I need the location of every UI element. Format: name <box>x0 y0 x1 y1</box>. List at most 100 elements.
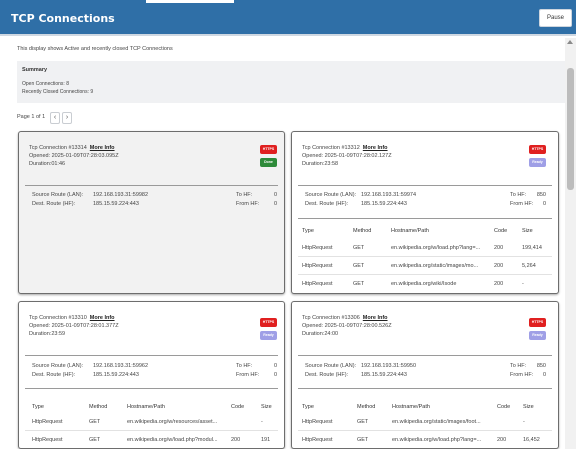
summary-box: Summary Open Connections: 8 Recently Clo… <box>17 61 565 103</box>
row-code: 200 <box>494 281 504 287</box>
scroll-up-arrow-icon[interactable] <box>567 40 573 44</box>
source-route-value: 192.168.193.31:59950 <box>361 363 417 369</box>
source-route-label: Source Route (LAN): <box>32 363 84 369</box>
from-hf-label: From HF: <box>236 201 260 207</box>
row-size: 191 <box>261 437 271 443</box>
to-hf-label: To HF: <box>236 363 253 369</box>
row-path[interactable]: en.wikipedia.org/w/load.php?lang=... <box>392 437 482 443</box>
row-size: - <box>523 419 525 425</box>
prev-page-button[interactable]: ‹ <box>50 112 60 124</box>
source-route-label: Source Route (LAN): <box>305 363 357 369</box>
connection-id: Tcp Connection #13314 <box>29 145 87 151</box>
opened-time: Opened: 2025-01-09T07:28:01.377Z <box>29 323 119 329</box>
opened-time: Opened: 2025-01-09T07:28:00.526Z <box>302 323 392 329</box>
from-hf-value: 0 <box>542 201 546 207</box>
opened-time: Opened: 2025-01-09T07:28:03.095Z <box>29 153 119 159</box>
connection-title: Tcp Connection #13310 More Info <box>29 315 115 321</box>
source-route-value: 192.168.193.31:59974 <box>361 192 417 198</box>
column-header-method: Method <box>357 404 376 410</box>
status-badge: Ready <box>529 158 546 167</box>
row-size: - <box>261 419 263 425</box>
connection-card[interactable]: Tcp Connection #13314 More Info Opened: 2… <box>18 131 285 294</box>
row-path[interactable]: en.wikipedia.org/wiki/Isode <box>391 281 457 287</box>
dest-route-label: Dest. Route (HF): <box>305 372 349 378</box>
divider <box>298 388 552 389</box>
source-route-value: 192.168.193.31:59982 <box>93 192 149 198</box>
scrollbar-thumb[interactable] <box>567 68 574 190</box>
divider <box>25 388 278 389</box>
more-info-link[interactable]: More Info <box>89 145 115 151</box>
closed-connections-count: Recently Closed Connections: 9 <box>22 89 94 95</box>
duration: Duration:23:59 <box>29 331 66 337</box>
row-size: 5,264 <box>522 263 536 269</box>
dest-route-label: Dest. Route (HF): <box>32 372 76 378</box>
next-page-button[interactable]: › <box>62 112 72 124</box>
row-method: GET <box>353 245 365 251</box>
row-size: - <box>522 281 524 287</box>
pause-button[interactable]: Pause <box>539 9 572 27</box>
status-badge: Done <box>260 158 277 167</box>
connection-id: Tcp Connection #13306 <box>302 315 360 321</box>
dest-route-value: 185.15.59.224:443 <box>93 201 139 207</box>
row-method: GET <box>89 419 101 425</box>
more-info-link[interactable]: More Info <box>362 145 388 151</box>
row-method: GET <box>353 281 365 287</box>
row-type: HttpRequest <box>302 281 333 287</box>
divider <box>25 355 278 356</box>
row-path[interactable]: en.wikipedia.org/static/images/foot... <box>392 419 481 425</box>
connection-title: Tcp Connection #13306 More Info <box>302 315 388 321</box>
divider <box>298 218 552 219</box>
summary-title: Summary <box>22 67 48 73</box>
vertical-scrollbar[interactable] <box>565 38 576 449</box>
row-divider <box>298 430 552 431</box>
column-header-size: Size <box>522 228 533 234</box>
connection-title: Tcp Connection #13314 More Info <box>29 145 115 151</box>
status-badge: Ready <box>529 331 546 340</box>
from-hf-value: 0 <box>273 201 277 207</box>
row-divider <box>298 256 552 257</box>
row-code: 200 <box>231 437 241 443</box>
connection-card[interactable]: Tcp Connection #13312 More Info Opened: 2… <box>291 131 559 294</box>
connection-card[interactable]: Tcp Connection #13310 More Info Opened: 2… <box>18 301 285 449</box>
column-header-type: Type <box>32 404 44 410</box>
column-header-method: Method <box>89 404 108 410</box>
row-type: HttpRequest <box>302 437 333 443</box>
dest-route-value: 185.15.59.224:443 <box>361 372 407 378</box>
dest-route-label: Dest. Route (HF): <box>32 201 76 207</box>
row-divider <box>298 274 552 275</box>
column-header-code: Code <box>231 404 245 410</box>
connection-card[interactable]: Tcp Connection #13306 More Info Opened: 2… <box>291 301 559 449</box>
row-code: 200 <box>494 245 504 251</box>
row-method: GET <box>89 437 101 443</box>
row-code: 200 <box>494 263 504 269</box>
row-type: HttpRequest <box>32 437 63 443</box>
to-hf-label: To HF: <box>510 192 527 198</box>
divider <box>298 185 552 186</box>
dest-route-value: 185.15.59.224:443 <box>361 201 407 207</box>
protocol-badge: HTTPS <box>529 145 546 154</box>
duration: Duration:01:46 <box>29 161 66 167</box>
page-title: TCP Connections <box>11 12 115 25</box>
window-title-bar: TCP Connections Pause <box>0 0 576 36</box>
row-path[interactable]: en.wikipedia.org/w/load.php?lang=... <box>391 245 481 251</box>
protocol-badge: HTTPS <box>529 318 546 327</box>
intro-text: This display shows Active and recently c… <box>17 46 173 52</box>
to-hf-label: To HF: <box>510 363 527 369</box>
to-hf-label: To HF: <box>236 192 253 198</box>
from-hf-label: From HF: <box>510 372 534 378</box>
protocol-badge: HTTPS <box>260 145 277 154</box>
column-header-type: Type <box>302 228 314 234</box>
column-header-code: Code <box>494 228 508 234</box>
more-info-link[interactable]: More Info <box>89 315 115 321</box>
row-path[interactable]: en.wikipedia.org/w/load.php?modul... <box>127 437 218 443</box>
to-hf-value: 0 <box>273 363 277 369</box>
row-size: 16,452 <box>523 437 540 443</box>
row-method: GET <box>353 263 365 269</box>
row-path[interactable]: en.wikipedia.org/static/images/mo... <box>391 263 479 269</box>
duration: Duration:23:58 <box>302 161 339 167</box>
row-method: GET <box>357 419 369 425</box>
dest-route-label: Dest. Route (HF): <box>305 201 349 207</box>
more-info-link[interactable]: More Info <box>362 315 388 321</box>
row-path[interactable]: en.wikipedia.org/w/resources/asset... <box>127 419 218 425</box>
row-type: HttpRequest <box>302 263 333 269</box>
